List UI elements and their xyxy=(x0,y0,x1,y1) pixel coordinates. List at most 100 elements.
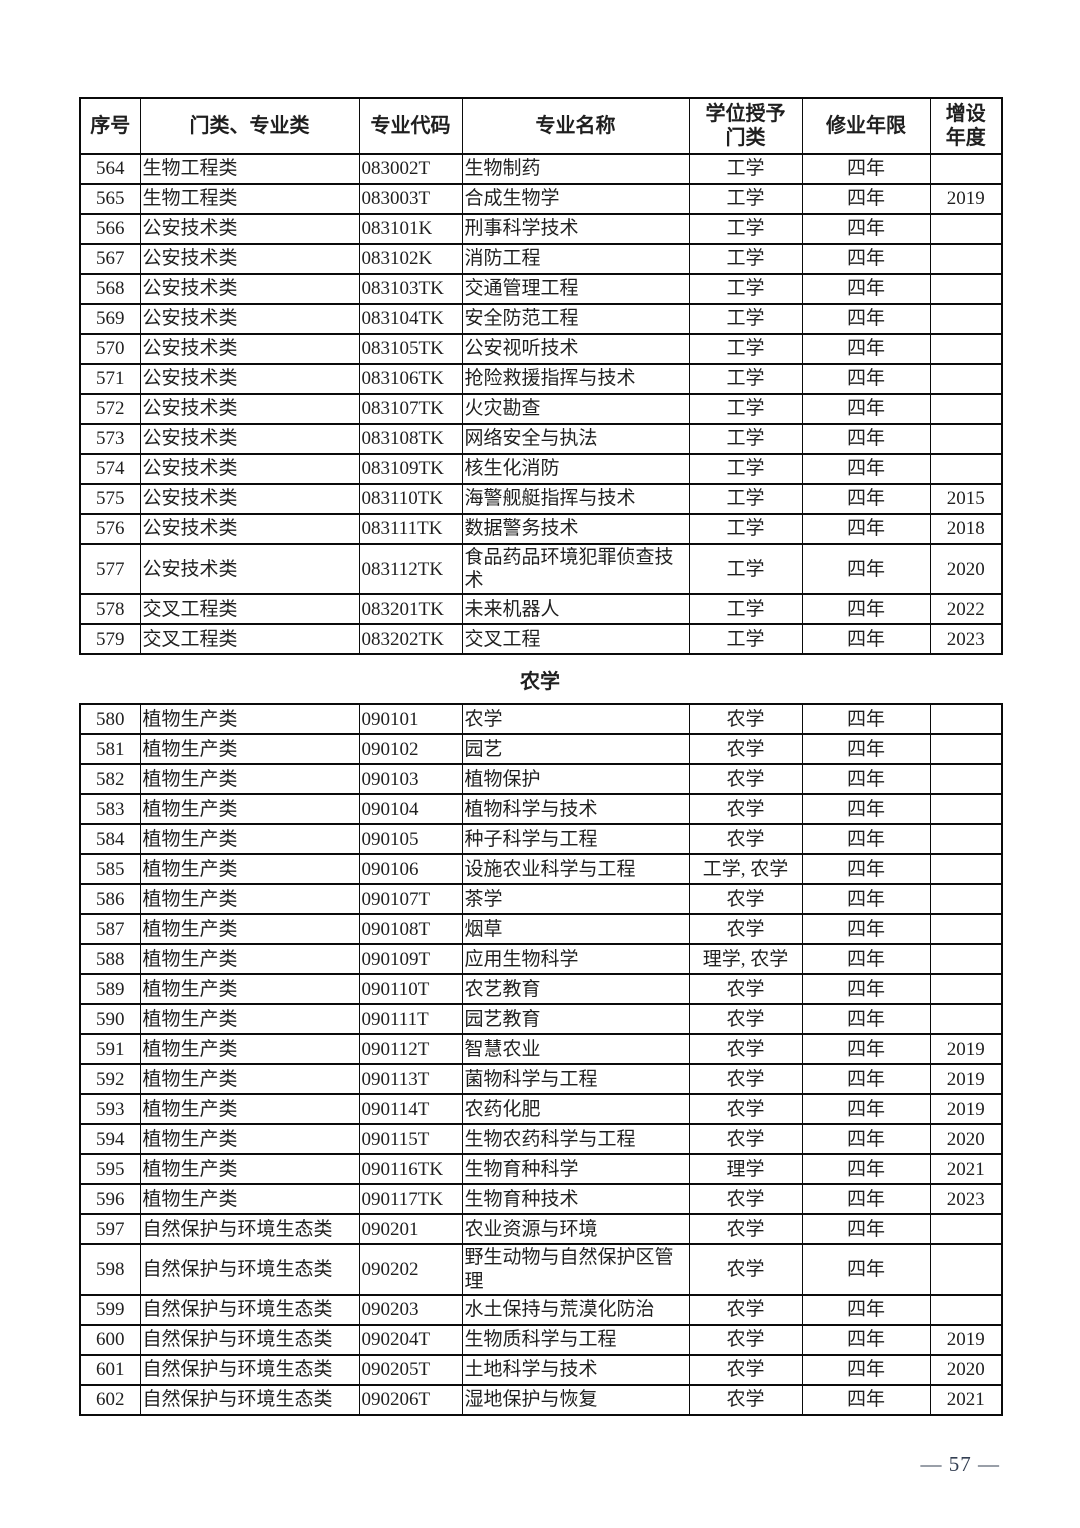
table-row: 567 公安技术类 083102K 消防工程 工学 四年 xyxy=(79,243,1003,275)
cell-name: 抢险救援指挥与技术 xyxy=(461,363,690,395)
cell-no: 580 xyxy=(79,703,141,736)
table-row: 585 植物生产类 090106 设施农业科学与工程 工学, 农学 四年 xyxy=(79,853,1003,886)
cell-year_added xyxy=(929,273,1003,305)
cell-category: 公安技术类 xyxy=(139,333,360,365)
cell-name: 食品药品环境犯罪侦查技术 xyxy=(461,542,690,596)
cell-year_added: 2021 xyxy=(929,1383,1003,1416)
cell-no: 565 xyxy=(79,183,141,215)
cell-degree: 农学 xyxy=(688,913,803,946)
table-row: 602 自然保护与环境生态类 090206T 湿地保护与恢复 农学 四年 2021 xyxy=(79,1383,1003,1416)
cell-name: 茶学 xyxy=(461,883,690,916)
cell-year_added xyxy=(929,1003,1003,1036)
cell-years: 四年 xyxy=(801,1293,931,1326)
cell-degree: 工学 xyxy=(688,153,803,185)
cell-years: 四年 xyxy=(801,1383,931,1416)
cell-years: 四年 xyxy=(801,513,931,545)
cell-degree: 工学 xyxy=(688,183,803,215)
cell-name: 核生化消防 xyxy=(461,453,690,485)
cell-year_added: 2019 xyxy=(929,1323,1003,1356)
cell-year_added: 2018 xyxy=(929,513,1003,545)
column-header-name: 专业名称 xyxy=(461,97,690,155)
cell-year_added: 2023 xyxy=(929,623,1003,656)
cell-no: 576 xyxy=(79,513,141,545)
cell-no: 598 xyxy=(79,1243,141,1296)
column-header-no: 序号 xyxy=(79,97,141,155)
cell-code: 083106TK xyxy=(358,363,463,395)
cell-degree: 农学 xyxy=(688,1183,803,1216)
cell-years: 四年 xyxy=(801,1353,931,1386)
cell-degree: 工学 xyxy=(688,303,803,335)
cell-years: 四年 xyxy=(801,393,931,425)
cell-year_added xyxy=(929,423,1003,455)
cell-code: 090101 xyxy=(358,703,463,736)
cell-year_added: 2023 xyxy=(929,1183,1003,1216)
table-row: 598 自然保护与环境生态类 090202 野生动物与自然保护区管理 农学 四年 xyxy=(79,1243,1003,1296)
cell-years: 四年 xyxy=(801,1063,931,1096)
cell-degree: 工学 xyxy=(688,513,803,545)
cell-degree: 农学 xyxy=(688,1323,803,1356)
table-row: 566 公安技术类 083101K 刑事科学技术 工学 四年 xyxy=(79,213,1003,245)
cell-degree: 农学 xyxy=(688,823,803,856)
section-title-agriculture: 农学 xyxy=(520,670,560,693)
cell-category: 植物生产类 xyxy=(139,763,360,796)
cell-degree: 工学 xyxy=(688,273,803,305)
cell-category: 植物生产类 xyxy=(139,1093,360,1126)
cell-name: 园艺 xyxy=(461,733,690,766)
cell-degree: 工学 xyxy=(688,423,803,455)
cell-years: 四年 xyxy=(801,363,931,395)
cell-years: 四年 xyxy=(801,913,931,946)
table-row: 582 植物生产类 090103 植物保护 农学 四年 xyxy=(79,763,1003,796)
cell-year_added: 2020 xyxy=(929,1123,1003,1156)
cell-year_added: 2022 xyxy=(929,593,1003,626)
cell-degree: 工学 xyxy=(688,453,803,485)
cell-category: 公安技术类 xyxy=(139,453,360,485)
cell-no: 577 xyxy=(79,542,141,596)
table-row: 570 公安技术类 083105TK 公安视听技术 工学 四年 xyxy=(79,333,1003,365)
cell-year_added xyxy=(929,913,1003,946)
cell-name: 生物质科学与工程 xyxy=(461,1323,690,1356)
table-row: 571 公安技术类 083106TK 抢险救援指挥与技术 工学 四年 xyxy=(79,363,1003,395)
table-row: 581 植物生产类 090102 园艺 农学 四年 xyxy=(79,733,1003,766)
cell-degree: 理学, 农学 xyxy=(688,943,803,976)
cell-name: 生物农药科学与工程 xyxy=(461,1123,690,1156)
cell-code: 090205T xyxy=(358,1353,463,1386)
table-row: 584 植物生产类 090105 种子科学与工程 农学 四年 xyxy=(79,823,1003,856)
cell-code: 090107T xyxy=(358,883,463,916)
cell-years: 四年 xyxy=(801,703,931,736)
cell-no: 588 xyxy=(79,943,141,976)
cell-degree: 工学 xyxy=(688,363,803,395)
cell-no: 572 xyxy=(79,393,141,425)
cell-degree: 工学 xyxy=(688,243,803,275)
cell-no: 594 xyxy=(79,1123,141,1156)
cell-no: 564 xyxy=(79,153,141,185)
table-row: 589 植物生产类 090110T 农艺教育 农学 四年 xyxy=(79,973,1003,1006)
cell-code: 090203 xyxy=(358,1293,463,1326)
cell-years: 四年 xyxy=(801,763,931,796)
cell-no: 591 xyxy=(79,1033,141,1066)
cell-year_added xyxy=(929,793,1003,826)
page-number: — 57 — xyxy=(920,1452,1000,1476)
cell-code: 090103 xyxy=(358,763,463,796)
cell-name: 网络安全与执法 xyxy=(461,423,690,455)
cell-name: 应用生物科学 xyxy=(461,943,690,976)
cell-degree: 农学 xyxy=(688,1353,803,1386)
cell-degree: 工学, 农学 xyxy=(688,853,803,886)
cell-code: 083101K xyxy=(358,213,463,245)
table-row: 573 公安技术类 083108TK 网络安全与执法 工学 四年 xyxy=(79,423,1003,455)
cell-category: 植物生产类 xyxy=(139,703,360,736)
cell-category: 公安技术类 xyxy=(139,513,360,545)
table-row: 601 自然保护与环境生态类 090205T 土地科学与技术 农学 四年 2020 xyxy=(79,1353,1003,1386)
cell-years: 四年 xyxy=(801,853,931,886)
cell-degree: 农学 xyxy=(688,1063,803,1096)
table-row: 574 公安技术类 083109TK 核生化消防 工学 四年 xyxy=(79,453,1003,485)
cell-degree: 农学 xyxy=(688,1003,803,1036)
column-header-degree: 学位授予 门类 xyxy=(688,97,803,155)
cell-category: 交叉工程类 xyxy=(139,623,360,656)
cell-name: 植物保护 xyxy=(461,763,690,796)
cell-name: 智慧农业 xyxy=(461,1033,690,1066)
cell-year_added: 2020 xyxy=(929,1353,1003,1386)
cell-degree: 农学 xyxy=(688,883,803,916)
cell-code: 083003T xyxy=(358,183,463,215)
table-row: 597 自然保护与环境生态类 090201 农业资源与环境 农学 四年 xyxy=(79,1213,1003,1246)
cell-year_added xyxy=(929,453,1003,485)
